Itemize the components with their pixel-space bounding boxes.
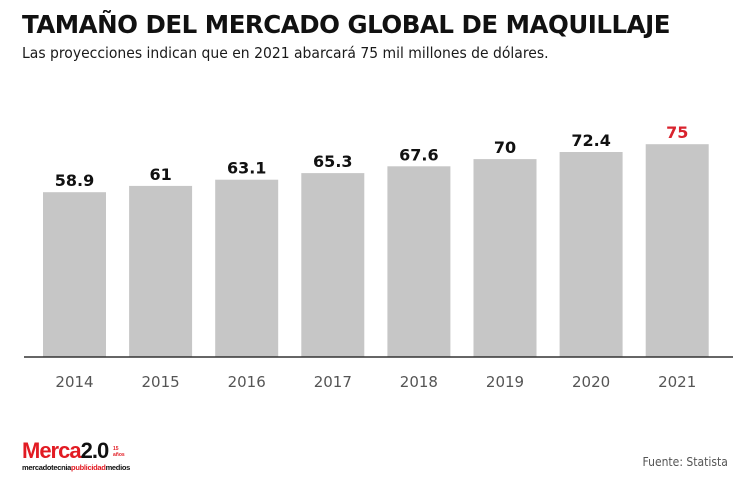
x-tick-label-2015: 2015 xyxy=(142,373,180,391)
bar-2014 xyxy=(43,192,106,357)
bar-2016 xyxy=(215,179,279,357)
value-label-2015: 61 xyxy=(149,165,171,184)
logo-brand-red: Merca xyxy=(22,438,82,463)
bar-2018 xyxy=(387,166,451,357)
chart-title: TAMAÑO DEL MERCADO GLOBAL DE MAQUILLAJE xyxy=(22,10,670,39)
bar-2017 xyxy=(301,173,365,357)
logo-wordmark: Merca2.0 xyxy=(22,440,130,462)
value-labels-group: 58.9 61 63.1 65.3 67.6 70 72.4 75 xyxy=(55,123,689,190)
logo-badge: 15 años xyxy=(113,446,125,458)
x-tick-label-2018: 2018 xyxy=(400,373,438,391)
logo-tagline-c: medios xyxy=(105,463,131,472)
x-tick-label-2019: 2019 xyxy=(486,373,524,391)
logo-tagline-b: publicidad xyxy=(71,463,106,472)
x-tick-labels-group: 2014 2015 2016 2017 2018 2019 2020 2021 xyxy=(55,373,696,391)
x-tick-label-2017: 2017 xyxy=(314,373,352,391)
bar-2021 xyxy=(645,144,709,357)
value-label-2014: 58.9 xyxy=(55,171,94,190)
value-label-2018: 67.6 xyxy=(399,145,438,164)
value-label-2020: 72.4 xyxy=(571,131,610,150)
x-tick-label-2020: 2020 xyxy=(572,373,610,391)
logo-tagline: mercadotecniapublicidadmedios xyxy=(22,463,130,472)
value-label-2019: 70 xyxy=(494,138,516,157)
bar-2020 xyxy=(559,152,623,357)
chart-subtitle: Las proyecciones indican que en 2021 aba… xyxy=(22,44,549,62)
source-note: Fuente: Statista xyxy=(642,455,728,469)
bars-group xyxy=(43,144,709,357)
x-tick-label-2021: 2021 xyxy=(658,373,696,391)
bar-2015 xyxy=(129,185,193,357)
value-label-2021: 75 xyxy=(666,123,688,142)
bar-2019 xyxy=(473,159,537,357)
logo-brand-black: 2.0 xyxy=(80,438,110,463)
x-tick-label-2014: 2014 xyxy=(55,373,93,391)
logo-tagline-a: mercadotecnia xyxy=(22,463,72,472)
value-label-2016: 63.1 xyxy=(227,159,266,178)
x-tick-label-2016: 2016 xyxy=(228,373,266,391)
value-label-2017: 65.3 xyxy=(313,152,352,171)
merca20-logo: Merca2.0 15 años mercadotecniapublicidad… xyxy=(22,440,130,473)
